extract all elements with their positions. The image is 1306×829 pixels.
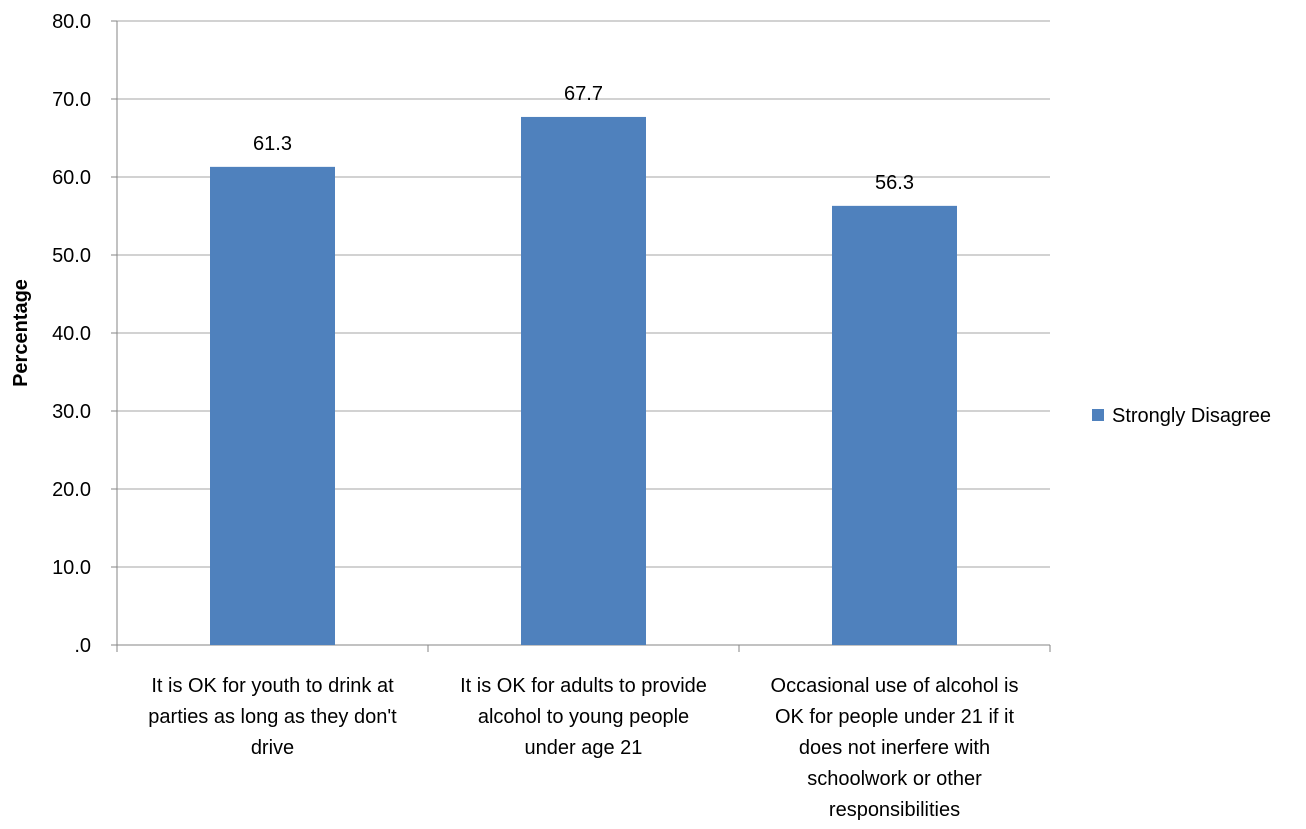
x-category-label-line: Occasional use of alcohol is	[771, 675, 1019, 697]
x-category-label-line: It is OK for youth to drink at	[151, 675, 394, 697]
x-category-label-line: responsibilities	[829, 799, 960, 821]
y-tick-label: 60.0	[52, 167, 91, 189]
y-tick-label: 20.0	[52, 479, 91, 501]
x-category-label-line: alcohol to young people	[478, 706, 689, 728]
y-tick-label: .0	[74, 635, 91, 657]
y-tick-label: 80.0	[52, 11, 91, 33]
y-tick-label: 70.0	[52, 89, 91, 111]
bar	[521, 116, 646, 645]
legend-swatch	[1092, 409, 1104, 421]
x-category-label-line: OK for people under 21 if it	[775, 706, 1014, 728]
x-category-label: It is OK for adults to provide alcohol to…	[460, 675, 707, 759]
y-axis-title: Percentage	[10, 279, 32, 387]
x-category-label-line: under age 21	[525, 737, 643, 759]
y-tick-label: 30.0	[52, 401, 91, 423]
data-label: 61.3	[253, 133, 292, 155]
y-tick-label: 40.0	[52, 323, 91, 345]
labels: .0 10.0 20.0 30.0 40.0 50.0 60.0 70.0 80.0 61.3 It…	[52, 11, 1018, 821]
x-category-label-line: It is OK for adults to provide	[460, 675, 707, 697]
y-tick-label: 50.0	[52, 245, 91, 267]
data-label: 67.7	[564, 83, 603, 105]
x-category-label-line: parties as long as they don't	[148, 706, 397, 728]
bars	[210, 116, 957, 646]
x-category-label-line: drive	[251, 737, 294, 759]
data-label: 56.3	[875, 172, 914, 194]
bar	[832, 205, 957, 646]
legend-label: Strongly Disagree	[1112, 405, 1271, 427]
y-tick-label: 10.0	[52, 557, 91, 579]
x-category-label: Occasional use of alcohol is OK for peopl…	[771, 675, 1019, 821]
x-category-label: It is OK for youth to drink at parties as…	[148, 675, 397, 759]
bar	[210, 166, 335, 646]
legend: Strongly Disagree	[1092, 405, 1271, 427]
x-category-label-line: schoolwork or other	[807, 768, 982, 790]
x-category-label-line: does not inerfere with	[799, 737, 990, 759]
